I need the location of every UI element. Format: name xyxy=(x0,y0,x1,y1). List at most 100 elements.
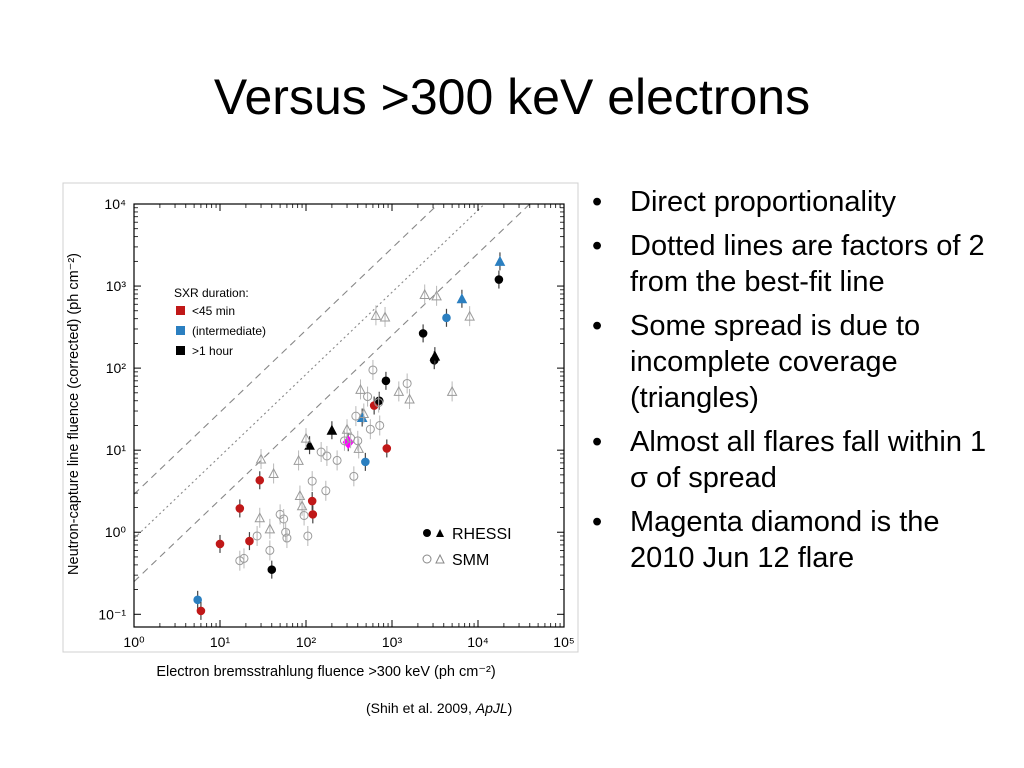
citation-journal: ApJL xyxy=(475,700,508,716)
legend-label-intermediate: (intermediate) xyxy=(192,324,266,338)
smm-circle-point xyxy=(239,553,249,563)
scatter-chart: 10⁰ 10¹ 10² 10³ 10⁴ 10⁵ 10⁻¹ 10⁰ 10¹ 10² 10³ 10⁴ El… xyxy=(62,182,579,680)
citation-suffix: ) xyxy=(507,700,513,716)
y-tick-label: 10⁻¹ xyxy=(98,606,126,622)
smm-triangle-point xyxy=(355,383,366,394)
citation: (Shih et al. 2009, ApJL) xyxy=(366,700,512,716)
fit-lines xyxy=(134,204,531,583)
factor-line xyxy=(134,204,531,583)
figure-frame xyxy=(62,182,579,653)
legend-label-rhessi: RHESSI xyxy=(452,526,512,543)
rhessi-circle-point xyxy=(494,275,504,284)
bullet-item: • Magenta diamond is the 2010 Jun 12 flar… xyxy=(586,504,1006,576)
x-tick-label: 10⁰ xyxy=(123,634,145,650)
smm-triangle-point xyxy=(446,385,458,396)
smm-circle-point xyxy=(281,527,291,537)
x-tick-label: 10⁴ xyxy=(467,634,489,650)
smm-circle-point xyxy=(279,514,289,524)
bullet-item: • Direct proportionality xyxy=(586,184,1006,220)
y-tick-label: 10¹ xyxy=(106,442,127,458)
smm-triangle-point xyxy=(294,489,306,501)
rhessi-triangle-point xyxy=(429,350,441,361)
rhessi-circle-point xyxy=(442,313,451,323)
smm-triangle-point xyxy=(300,432,312,443)
bullet-text: Direct proportionality xyxy=(630,186,896,218)
legend-swatch-short xyxy=(176,306,185,315)
legend-swatch-long xyxy=(176,346,185,355)
y-axis-label: Neutron-capture line fluence (corrected)… xyxy=(66,253,82,575)
bullet-list: • Direct proportionality • Dotted lines ar… xyxy=(586,184,1006,584)
rhessi-triangle-point xyxy=(304,439,315,450)
bullet-text: Almost all flares fall within 1 σ of spr… xyxy=(630,426,987,494)
legend-label-short: <45 min xyxy=(192,304,235,318)
plot-area xyxy=(133,203,565,628)
smm-circle-point xyxy=(368,365,378,375)
rhessi-triangle-point xyxy=(326,424,338,435)
y-tick-label: 10² xyxy=(106,360,127,376)
smm-circle-point xyxy=(282,533,292,543)
x-axis-label: Electron bremsstrahlung fluence >300 keV… xyxy=(156,664,495,680)
smm-triangle-point xyxy=(370,309,382,320)
smm-circle-point xyxy=(299,510,309,520)
smm-circle-point xyxy=(252,531,262,541)
rhessi-circle-point xyxy=(267,565,277,574)
rhessi-circle-point xyxy=(381,376,391,386)
smm-triangle-point xyxy=(255,453,267,464)
slide-title: Versus >300 keV electrons xyxy=(213,69,811,125)
smm-circle-point xyxy=(332,455,342,465)
smm-circle-point xyxy=(402,378,412,388)
y-tick-label: 10³ xyxy=(106,278,127,294)
x-tick-label: 10³ xyxy=(382,634,403,650)
smm-circle-point xyxy=(303,531,313,541)
smm-triangle-point xyxy=(254,512,266,523)
x-tick-label: 10² xyxy=(296,634,317,650)
rhessi-circle-point xyxy=(418,329,428,338)
legend-rhessi-triangle xyxy=(436,529,444,537)
smm-circle-point xyxy=(265,545,275,555)
bullet-glyph: • xyxy=(592,186,603,218)
rhessi-circle-point xyxy=(215,539,225,549)
axis-ticks: 10⁰ 10¹ 10² 10³ 10⁴ 10⁵ 10⁻¹ 10⁰ 10¹ 10² 10³ 10⁴ xyxy=(98,196,574,650)
smm-triangle-point xyxy=(404,393,415,404)
smm-circle-point xyxy=(375,420,385,430)
smm-circle-point xyxy=(307,476,317,486)
sxr-legend: SXR duration: <45 min (intermediate) >1 … xyxy=(174,286,266,358)
bullet-item: • Almost all flares fall within 1 σ of sp… xyxy=(586,424,1006,496)
smm-circle-point xyxy=(322,451,332,461)
smm-triangle-point xyxy=(264,523,276,534)
bullet-text: Some spread is due to incomplete coverag… xyxy=(630,310,921,414)
rhessi-circle-point xyxy=(308,510,318,519)
y-tick-label: 10⁰ xyxy=(105,524,127,540)
legend-rhessi-circle xyxy=(423,529,431,537)
rhessi-circle-point xyxy=(245,536,254,546)
rhessi-circle-point xyxy=(193,595,202,605)
rhessi-circle-point xyxy=(361,457,370,467)
instrument-legend: RHESSI SMM xyxy=(422,526,512,569)
bullet-glyph: • xyxy=(592,426,603,458)
x-tick-label: 10¹ xyxy=(210,634,231,650)
smm-triangle-point xyxy=(353,442,365,453)
rhessi-circle-point xyxy=(307,496,317,506)
x-tick-label: 10⁵ xyxy=(553,634,574,650)
factor-line xyxy=(134,204,440,495)
bullet-item: • Dotted lines are factors of 2 from the … xyxy=(586,228,1006,300)
rhessi-triangle-point xyxy=(494,255,506,266)
rhessi-triangle-point xyxy=(456,293,468,304)
data-points xyxy=(193,252,506,620)
legend-label-long: >1 hour xyxy=(192,344,233,358)
smm-triangle-point xyxy=(293,454,304,465)
bullet-glyph: • xyxy=(592,310,603,342)
smm-triangle-point xyxy=(393,385,405,396)
citation-prefix: (Shih et al. 2009, xyxy=(366,700,476,716)
smm-triangle-point xyxy=(379,311,391,322)
legend-label-smm: SMM xyxy=(452,552,489,569)
smm-triangle-point xyxy=(268,467,279,478)
smm-circle-point xyxy=(349,471,359,481)
legend-title: SXR duration: xyxy=(174,286,249,300)
rhessi-circle-point xyxy=(196,606,206,616)
smm-triangle-point xyxy=(341,423,353,434)
rhessi-circle-point xyxy=(235,504,245,513)
smm-triangle-point xyxy=(358,407,370,418)
smm-circle-point xyxy=(374,398,384,408)
rhessi-circle-point xyxy=(255,475,265,485)
